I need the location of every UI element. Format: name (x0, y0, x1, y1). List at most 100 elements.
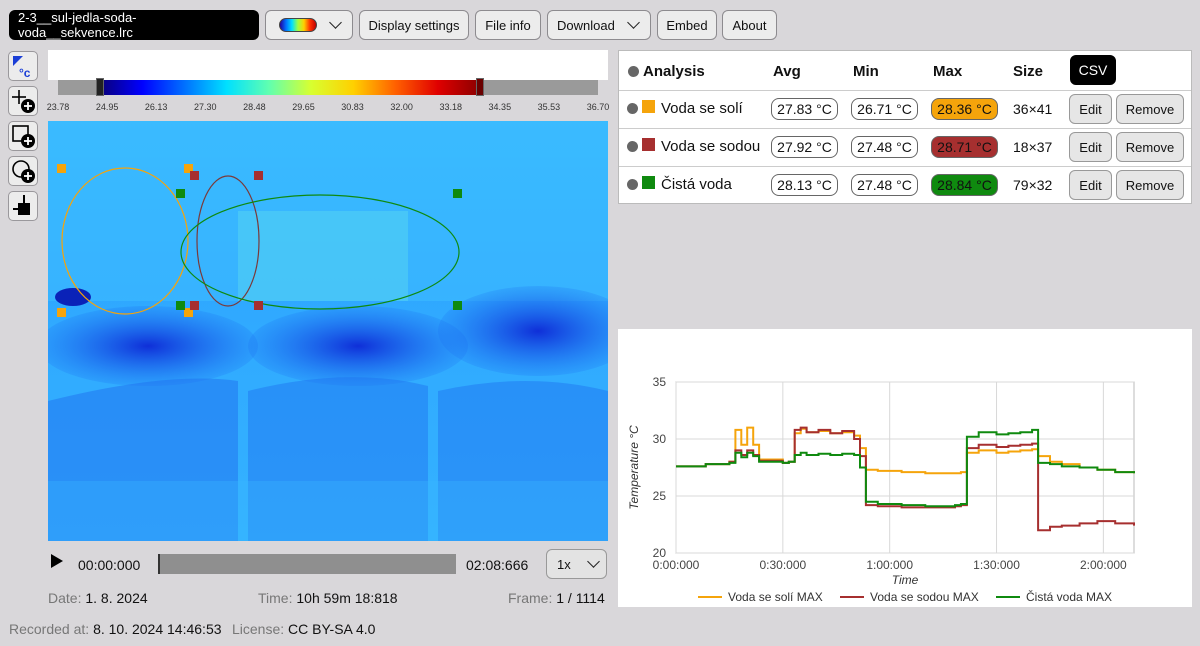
play-button[interactable] (50, 553, 64, 569)
max-value: 28.36 °C (931, 98, 998, 120)
scale-tick-label: 26.13 (144, 102, 168, 112)
scale-tick-label: 36.70 (586, 102, 610, 112)
add-rect-button[interactable] (8, 121, 38, 151)
embed-button[interactable]: Embed (657, 10, 717, 40)
remove-button[interactable]: Remove (1116, 170, 1184, 200)
y-axis-label: Temperature °C (627, 425, 641, 510)
scale-tick-label: 23.78 (46, 102, 70, 112)
header-avg: Avg (773, 63, 801, 80)
timeline-progress (158, 554, 160, 574)
analysis-ellipse-water[interactable] (180, 194, 460, 310)
edit-button[interactable]: Edit (1069, 132, 1112, 162)
y-tick-label: 35 (653, 375, 667, 389)
time-info: Time: 10h 59m 18:818 (258, 590, 398, 606)
remove-button[interactable]: Remove (1116, 132, 1184, 162)
add-point-icon (12, 90, 35, 113)
toggle-all-icon[interactable] (628, 66, 639, 77)
scale-tick-label: 27.30 (194, 102, 217, 112)
download-button[interactable]: Download (547, 10, 651, 40)
avg-value: 27.83 °C (771, 98, 838, 120)
size-value: 36×41 (1013, 101, 1053, 117)
display-settings-button[interactable]: Display settings (359, 10, 469, 40)
analysis-name: Voda se sodou (661, 138, 761, 155)
analysis-ellipse-salt[interactable] (61, 167, 189, 315)
avg-value: 27.92 °C (771, 136, 838, 158)
palette-select[interactable] (265, 10, 353, 40)
max-value: 28.71 °C (931, 136, 998, 158)
x-tick-label: 1:30:000 (973, 558, 1020, 572)
range-auto-button[interactable]: °c (8, 51, 38, 81)
chevron-down-icon (626, 16, 640, 29)
analysis-row: Voda se solí 27.83 °C 26.71 °C 28.36 °C 36×4… (619, 90, 1191, 128)
legend-label[interactable]: Voda se solí MAX (728, 590, 823, 604)
csv-button[interactable]: CSV (1070, 55, 1116, 85)
x-tick-label: 1:00:000 (866, 558, 913, 572)
edit-button[interactable]: Edit (1069, 170, 1112, 200)
visibility-toggle-icon[interactable] (627, 179, 638, 190)
header-min: Min (853, 63, 879, 80)
analysis-ellipse-soda[interactable] (196, 175, 260, 307)
analysis-row: Voda se sodou 27.92 °C 27.48 °C 28.71 °C 18×… (619, 128, 1191, 166)
min-value: 26.71 °C (851, 98, 918, 120)
file-name-button[interactable]: 2-3__sul-jedla-soda-voda__sekvence.lrc (9, 10, 259, 40)
palette-swatch-icon (278, 18, 317, 32)
legend-label[interactable]: Voda se sodou MAX (870, 590, 979, 604)
y-tick-label: 30 (653, 432, 667, 446)
series-line-2 (676, 428, 1135, 508)
range-min-handle[interactable] (96, 78, 104, 96)
current-time: 00:00:000 (78, 557, 141, 573)
legend-label[interactable]: Čistá voda MAX (1026, 589, 1112, 604)
scale-tick-label: 28.48 (243, 102, 266, 112)
edit-tool-icon (13, 195, 30, 215)
add-ellipse-icon (12, 160, 35, 183)
scale-tick-label: 30.83 (341, 102, 364, 112)
x-axis-label: Time (892, 573, 919, 587)
add-rect-icon (12, 125, 35, 148)
analysis-name: Voda se solí (661, 100, 743, 117)
size-value: 79×32 (1013, 177, 1053, 193)
license-info: License: CC BY-SA 4.0 (232, 621, 376, 637)
remove-button[interactable]: Remove (1116, 94, 1184, 124)
add-ellipse-button[interactable] (8, 156, 38, 186)
svg-text:°c: °c (19, 66, 31, 80)
scale-tick-label: 24.95 (95, 102, 119, 112)
scale-tick-label: 35.53 (537, 102, 561, 112)
timeline-track[interactable] (158, 554, 456, 574)
analysis-row: Čistá voda 28.13 °C 27.48 °C 28.84 °C 79×32 E… (619, 166, 1191, 204)
visibility-toggle-icon[interactable] (627, 141, 638, 152)
max-value: 28.84 °C (931, 174, 998, 196)
speed-select[interactable]: 1x (546, 549, 607, 579)
file-info-button[interactable]: File info (475, 10, 541, 40)
min-value: 27.48 °C (851, 136, 918, 158)
edit-button[interactable]: Edit (1069, 94, 1112, 124)
scale-tick-label: 34.35 (488, 102, 512, 112)
analysis-color-swatch (642, 100, 655, 113)
chevron-down-icon (328, 16, 342, 29)
x-tick-label: 0:30:000 (759, 558, 806, 572)
temperature-chart: 20 25 30 35 0:00:000 0:30:000 1:00:000 1:30:000… (627, 375, 1135, 604)
thermogram-image[interactable] (48, 121, 608, 541)
analysis-panel: Analysis Avg Min Max Size CSV Voda se so… (618, 50, 1192, 204)
chevron-down-icon (586, 555, 600, 568)
download-label: Download (557, 17, 615, 33)
about-button[interactable]: About (722, 10, 777, 40)
header-analysis: Analysis (643, 63, 705, 80)
visibility-toggle-icon[interactable] (627, 103, 638, 114)
date-info: Date: 1. 8. 2024 (48, 590, 148, 606)
speed-label: 1x (557, 556, 571, 572)
total-time: 02:08:666 (466, 557, 529, 573)
edit-tool-button[interactable] (8, 191, 38, 221)
scale-tick-label: 32.00 (390, 102, 413, 112)
scale-tick-label: 33.18 (439, 102, 462, 112)
header-max: Max (933, 63, 963, 80)
scale-tick-label: 29.65 (292, 102, 315, 112)
frame-info: Frame: 1 / 1114 (508, 590, 605, 606)
analysis-name: Čistá voda (661, 176, 732, 193)
palette-gradient (100, 80, 480, 95)
size-value: 18×37 (1013, 139, 1053, 155)
add-point-button[interactable] (8, 86, 38, 116)
y-tick-label: 20 (653, 546, 667, 560)
range-max-handle[interactable] (476, 78, 484, 96)
analysis-color-swatch (642, 138, 655, 151)
plot-area (675, 381, 1135, 554)
